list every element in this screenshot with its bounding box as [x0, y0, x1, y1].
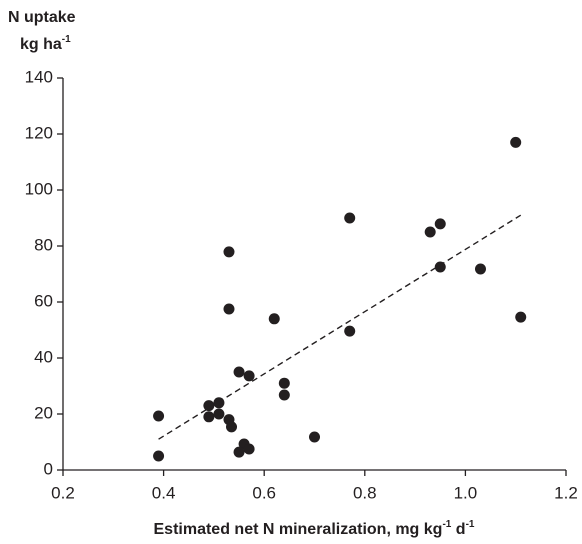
data-point [233, 446, 245, 458]
data-point [213, 397, 225, 409]
data-point [223, 246, 235, 258]
data-point [233, 366, 245, 378]
superscript: -1 [466, 519, 475, 530]
y-axis-label: N uptake [8, 9, 76, 26]
data-point [344, 212, 356, 224]
label-part: d [451, 521, 465, 538]
data-point [434, 261, 446, 273]
superscript: -1 [62, 34, 71, 45]
superscript: -1 [442, 519, 451, 530]
x-tick-label: 1.0 [454, 483, 478, 502]
data-point [344, 325, 356, 337]
data-point [515, 311, 527, 323]
label-part: Estimated net N mineralization, mg kg [154, 521, 443, 538]
data-point [309, 431, 320, 443]
x-tick-label: 0.4 [152, 483, 176, 502]
data-point [223, 303, 235, 315]
data-point [424, 226, 436, 238]
data-point [203, 411, 215, 423]
y-tick-label: 100 [25, 179, 53, 198]
data-point [434, 218, 446, 230]
y-tick-label: 60 [34, 291, 53, 310]
data-point [153, 410, 165, 422]
data-point [278, 389, 290, 401]
x-tick-label: 1.2 [554, 483, 578, 502]
y-tick-label: 40 [34, 347, 53, 366]
data-point [226, 421, 238, 433]
y-tick-label: 20 [34, 403, 53, 422]
label-part: kg ha [20, 36, 62, 53]
data-point [474, 263, 486, 275]
data-point [213, 408, 225, 420]
x-tick-label: 0.8 [353, 483, 377, 502]
data-point [510, 136, 522, 148]
y-tick-label: 120 [25, 123, 53, 142]
x-axis-label: Estimated net N mineralization, mg kg-1 … [154, 519, 475, 538]
data-point [278, 377, 290, 389]
y-axis-unit: kg ha-1 [20, 34, 71, 53]
y-tick-label: 0 [44, 459, 53, 478]
data-point [153, 450, 165, 462]
data-point [243, 443, 255, 455]
data-point [203, 400, 215, 412]
y-tick-label: 80 [34, 235, 53, 254]
x-tick-label: 0.2 [51, 483, 75, 502]
x-tick-label: 0.6 [252, 483, 276, 502]
y-tick-label: 140 [25, 67, 53, 86]
data-point [268, 313, 280, 325]
data-point [243, 370, 255, 382]
